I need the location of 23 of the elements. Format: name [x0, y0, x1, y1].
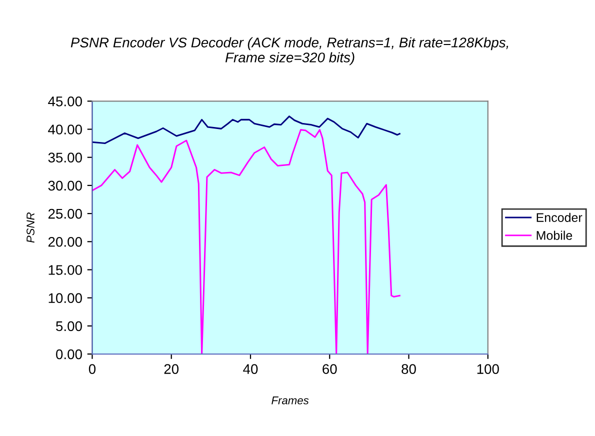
y-tick-label: 25.00	[48, 208, 82, 219]
legend-label: Mobile	[536, 230, 572, 240]
x-tick-label: 0	[88, 364, 96, 374]
x-tick-label: 80	[402, 364, 416, 374]
y-tick-label: 20.00	[48, 236, 82, 247]
x-tick-label: 100	[477, 364, 499, 374]
x-axis-title: Frames	[272, 396, 309, 404]
y-tick-label: 45.00	[48, 96, 82, 106]
x-tick-label: 20	[164, 364, 179, 374]
line-series	[92, 129, 400, 354]
y-tick-label: 0.00	[56, 349, 82, 360]
y-tick-label: 40.00	[48, 124, 82, 134]
legend-label: Encoder	[536, 212, 582, 222]
y-tick-label: 10.00	[48, 293, 82, 304]
x-tick-label: 60	[322, 364, 337, 374]
y-axis-title: PSNR	[26, 212, 34, 243]
line-series	[92, 116, 400, 144]
y-tick-label: 5.00	[56, 321, 82, 332]
chart-title: PSNR Encoder VS Decoder (ACK mode, Retrans=1, Bit rate=128Kbps, Frame size=320 bits)	[70, 37, 508, 66]
x-tick-label: 40	[243, 364, 258, 374]
y-tick-label: 30.00	[48, 180, 82, 191]
y-tick-label: 35.00	[48, 152, 82, 163]
y-tick-label: 15.00	[48, 265, 82, 275]
